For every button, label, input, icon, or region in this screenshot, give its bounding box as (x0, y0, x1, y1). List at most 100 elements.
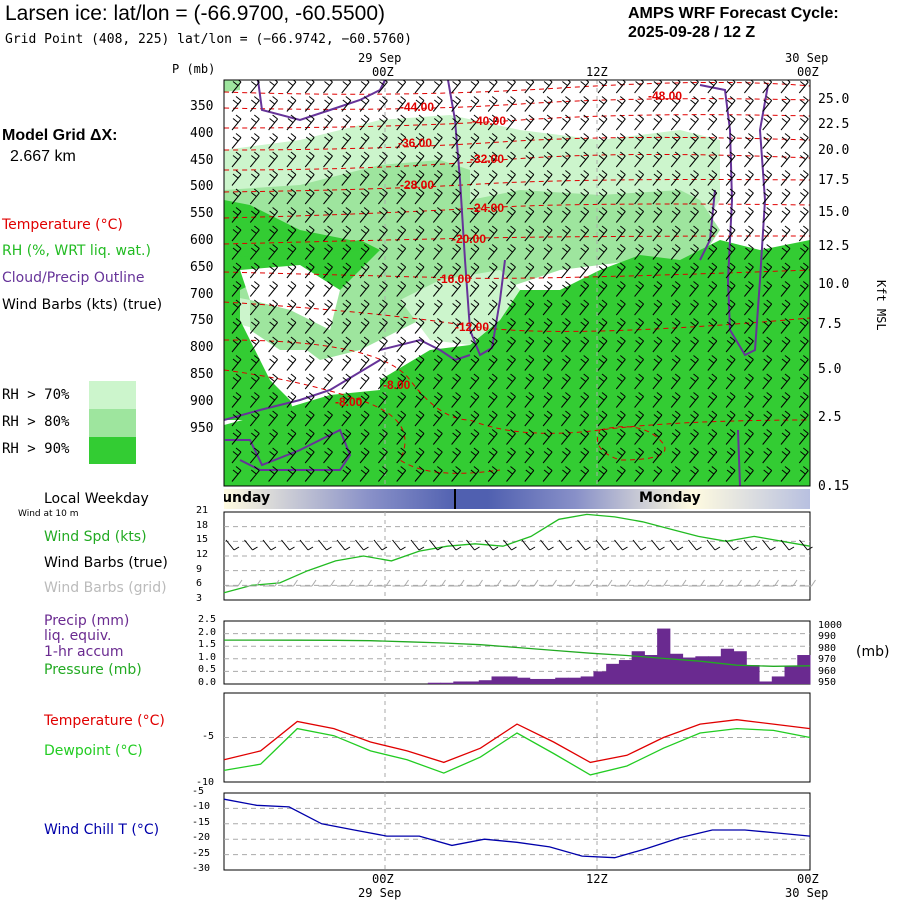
wind-barb (249, 133, 260, 149)
wind-barb (323, 96, 333, 112)
wind-barb (597, 188, 608, 205)
precip-bar (720, 648, 735, 684)
wind-barb (542, 355, 553, 371)
precip-bar (478, 680, 493, 684)
precip-bar (797, 655, 811, 684)
wind-barb (359, 207, 370, 223)
altitude-tick: 2.5 (818, 410, 842, 425)
wind-barb (707, 355, 718, 371)
wind-barb (378, 170, 388, 186)
temperature-line (223, 719, 811, 764)
wind-barb (231, 207, 242, 223)
wind-barb (323, 80, 333, 94)
wind-barb (579, 318, 590, 334)
wind-barb (707, 114, 718, 131)
wind-barb (506, 80, 516, 94)
wind-barb (396, 133, 407, 149)
wind-barb (780, 114, 791, 131)
wind-barb (396, 80, 407, 94)
pressure-tick: 750 (190, 313, 214, 329)
wind-barb (524, 225, 535, 242)
wind-barb (670, 373, 681, 390)
wind-barb (451, 336, 461, 353)
altitude-tick: 22.5 (818, 117, 850, 132)
rh90-region (224, 240, 810, 486)
wind-barb (268, 281, 278, 297)
precip-bar (669, 653, 684, 684)
wind-barb (451, 114, 461, 131)
wind-barb (231, 80, 242, 94)
wind-barb (469, 244, 480, 260)
precip-bar (784, 666, 798, 684)
wind-barb (249, 170, 260, 186)
precip-bar (657, 628, 671, 684)
wind-barb (744, 133, 754, 149)
wind-barb (414, 207, 425, 223)
wind-barb (744, 114, 754, 131)
wind-barb (469, 318, 480, 334)
wind-barb (744, 318, 754, 334)
wind-barb (652, 373, 663, 390)
precip-bar (453, 681, 467, 684)
wind-barb (359, 225, 370, 242)
wind-barb (524, 96, 535, 112)
wind-barb (725, 373, 736, 390)
wind-barb (506, 188, 516, 205)
wind-barb (615, 225, 626, 242)
wind-barb (670, 170, 681, 186)
wind-barb (231, 373, 242, 390)
wind-barb (506, 96, 516, 112)
wind-barb (634, 373, 644, 390)
wind-barb (744, 225, 754, 242)
wind-speed-tick: 18 (196, 519, 209, 531)
wind-barb (341, 318, 352, 334)
wind-barb (378, 318, 388, 334)
wind-barb (432, 281, 443, 297)
wind-barb (561, 207, 571, 223)
wind-chill-tick: -15 (192, 816, 211, 828)
wind-barb (634, 299, 644, 316)
wind-barb (359, 281, 370, 297)
top-date-1: 29 Sep (358, 51, 402, 65)
wind-barb (561, 281, 571, 297)
wind-barb (634, 80, 644, 94)
wind-barb (304, 244, 315, 260)
wind-barb (725, 114, 736, 131)
wind-barb (323, 299, 333, 316)
wind-barb (652, 262, 663, 279)
wind-barb (597, 373, 608, 390)
altitude-tick: 7.5 (818, 317, 842, 332)
wind-barb (689, 114, 699, 131)
wind-barb (378, 336, 388, 353)
wind-barb (579, 336, 590, 353)
pressure-tick: 950 (190, 420, 214, 436)
pressure-tick-right: 980 (818, 642, 837, 654)
altitude-tick: 15.0 (818, 205, 850, 220)
wind-barb (615, 281, 626, 297)
wind-barb (341, 96, 352, 112)
wind-barb (323, 281, 333, 297)
pressure-tick-right: 960 (818, 665, 837, 677)
wind-barb (615, 96, 626, 112)
pressure-tick: 350 (190, 99, 214, 114)
wind-barb (597, 207, 608, 223)
temperature-tick: -5 (202, 730, 215, 742)
wind-barb (524, 336, 535, 353)
wind-barb (762, 114, 773, 131)
wind-barb (744, 262, 754, 279)
wind-barb (451, 225, 461, 242)
wind-barb (451, 80, 461, 94)
wind-barb (359, 373, 370, 390)
wind-barb (359, 336, 370, 353)
wind-barb (762, 133, 773, 149)
wind-barb (725, 244, 736, 260)
wind-barb (469, 151, 480, 168)
rh-70-swatch (89, 381, 136, 409)
wind-barb (670, 336, 681, 353)
altitude-tick: 10.0 (818, 277, 850, 292)
wind-barb (634, 336, 644, 353)
precip-bar (606, 663, 620, 684)
wind-barb (231, 170, 242, 186)
wind-barb (249, 281, 260, 297)
bottom-tick-2: 12Z (586, 872, 608, 886)
